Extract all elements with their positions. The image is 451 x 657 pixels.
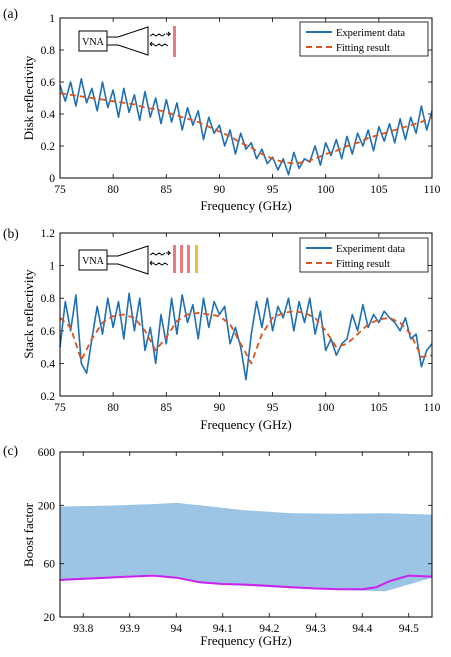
fitting-result-line bbox=[59, 310, 433, 365]
panel-a-xlabel: Frequency (GHz) bbox=[200, 198, 291, 213]
panel-b: (b) 75 80 85 90 95 100 105 1100.20.40.60.811.2 … bbox=[3, 226, 441, 432]
panel-a: (a) 75 80 85 90 95 100 105 110 0 0.2 0.4 0.6 0.8 1 Fr… bbox=[3, 6, 441, 213]
panel-a-label: (a) bbox=[3, 6, 18, 21]
x-tick-label: 105 bbox=[370, 184, 388, 196]
panel-c-label: (c) bbox=[3, 443, 18, 458]
disk bbox=[173, 26, 176, 57]
y-tick-label: 0.6 bbox=[41, 77, 56, 89]
experiment-data-line bbox=[59, 292, 433, 381]
x-tick-label: 90 bbox=[214, 402, 226, 414]
x-tick-label: 100 bbox=[317, 184, 335, 196]
wave-out-icon bbox=[149, 33, 166, 37]
y-tick-label: 0.2 bbox=[41, 141, 56, 153]
arrow-right-icon bbox=[166, 250, 172, 256]
x-tick-label: 94.4 bbox=[352, 623, 372, 635]
y-tick-label: 0.4 bbox=[41, 358, 56, 370]
y-tick-label: 0.8 bbox=[41, 45, 56, 57]
x-tick-label: 85 bbox=[161, 402, 173, 414]
legend-fit-label: Fitting result bbox=[336, 259, 390, 270]
panel-b-frame bbox=[59, 232, 433, 397]
y-tick-label: 60 bbox=[44, 559, 56, 571]
panel-a-inset-schematic: VNA bbox=[78, 26, 176, 57]
y-tick-label: 1.2 bbox=[41, 228, 56, 240]
panel-c-ylabel: Boost factor bbox=[21, 502, 36, 567]
disk bbox=[187, 245, 190, 273]
legend-fit-label: Fitting result bbox=[336, 43, 390, 54]
x-tick-label: 75 bbox=[54, 402, 66, 414]
boost-factor-band bbox=[60, 502, 432, 592]
disk bbox=[173, 245, 176, 273]
panel-b-legend: Experiment data Fitting result bbox=[299, 237, 429, 273]
panel-b-label: (b) bbox=[3, 226, 19, 241]
x-tick-label: 94.3 bbox=[306, 623, 326, 635]
wave-back-icon bbox=[152, 43, 169, 47]
legend-box bbox=[299, 237, 429, 273]
x-tick-label: 80 bbox=[107, 184, 119, 196]
x-tick-label: 85 bbox=[161, 184, 173, 196]
x-tick-label: 110 bbox=[424, 402, 441, 414]
x-tick-label: 93.9 bbox=[120, 623, 140, 635]
vna-label: VNA bbox=[82, 37, 104, 48]
vna-label: VNA bbox=[82, 256, 104, 267]
x-tick-label: 94.2 bbox=[259, 623, 279, 635]
y-tick-label: 0.6 bbox=[41, 326, 56, 338]
wave-back-icon bbox=[152, 262, 169, 266]
x-tick-label: 94 bbox=[171, 623, 183, 635]
x-tick-label: 95 bbox=[267, 184, 279, 196]
panel-b-ylabel: Stack reflectivity bbox=[21, 269, 36, 359]
y-tick-label: 600 bbox=[38, 447, 56, 459]
panel-c-series bbox=[59, 502, 433, 592]
y-tick-label: 0.4 bbox=[41, 109, 56, 121]
panel-a-legend: Experiment data Fitting result bbox=[299, 21, 429, 57]
panel-b-inset-schematic: VNA bbox=[78, 245, 198, 275]
y-tick-label: 1 bbox=[49, 13, 55, 25]
panel-a-frame bbox=[59, 17, 433, 179]
panel-b-xlabel: Frequency (GHz) bbox=[200, 417, 291, 432]
horn-antenna-icon bbox=[106, 26, 149, 56]
panel-c-frame bbox=[59, 451, 433, 618]
boost-factor-line bbox=[59, 574, 433, 591]
x-tick-label: 100 bbox=[317, 402, 335, 414]
legend-experiment-label: Experiment data bbox=[336, 28, 405, 39]
y-tick-label: 0.2 bbox=[41, 391, 56, 403]
fitting-result-line bbox=[59, 92, 433, 165]
x-tick-label: 94.5 bbox=[399, 623, 419, 635]
x-tick-label: 80 bbox=[107, 402, 119, 414]
y-tick-label: 20 bbox=[44, 612, 56, 624]
x-tick-label: 90 bbox=[214, 184, 226, 196]
arrow-left-icon bbox=[149, 41, 154, 47]
panel-b-series bbox=[59, 292, 433, 381]
x-tick-label: 105 bbox=[370, 402, 388, 414]
disk bbox=[180, 245, 183, 273]
x-tick-label: 75 bbox=[54, 184, 66, 196]
x-tick-label: 93.8 bbox=[73, 623, 93, 635]
arrow-left-icon bbox=[149, 260, 154, 266]
x-tick-label: 94.1 bbox=[213, 623, 233, 635]
arrow-right-icon bbox=[166, 31, 172, 37]
x-tick-label: 95 bbox=[267, 402, 279, 414]
x-tick-label: 110 bbox=[424, 184, 441, 196]
legend-experiment-label: Experiment data bbox=[336, 244, 405, 255]
panel-c-xlabel: Frequency (GHz) bbox=[200, 633, 291, 648]
panel-a-ylabel: Disk reflectivity bbox=[21, 55, 36, 140]
wave-out-icon bbox=[149, 252, 166, 256]
horn-antenna-icon bbox=[106, 245, 149, 275]
y-tick-label: 1 bbox=[49, 261, 55, 273]
panel-b-axes: 75 80 85 90 95 100 105 110 0.2 0.4 0.6 0.8 1 1.2 bbox=[41, 228, 441, 414]
y-tick-label: 0 bbox=[49, 173, 55, 185]
legend-box bbox=[299, 21, 429, 57]
y-tick-label: 0.8 bbox=[41, 293, 56, 305]
panel-c: (c) 93.8 93.9 94 94.1 94.2 94.3 94.4 94.5 20 60 20… bbox=[3, 443, 433, 648]
panel-a-series bbox=[59, 78, 433, 176]
y-tick-label: 200 bbox=[38, 500, 56, 512]
mirror-disk bbox=[195, 245, 198, 273]
experiment-data-line bbox=[59, 78, 433, 176]
